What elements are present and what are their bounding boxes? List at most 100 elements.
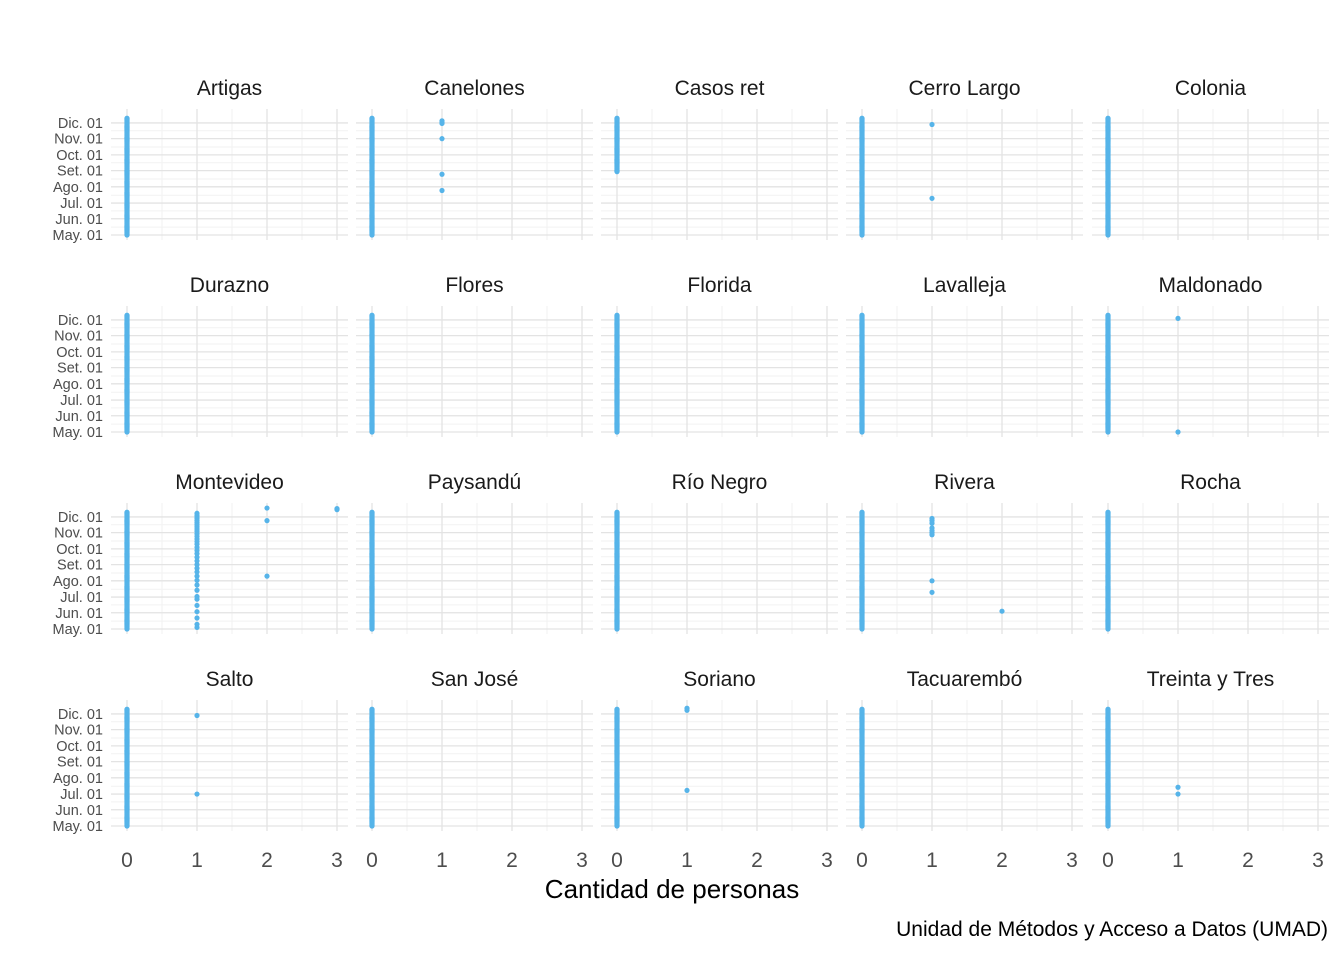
data-point xyxy=(929,589,935,595)
facet-title: Río Negro xyxy=(672,471,768,494)
data-point xyxy=(194,596,200,602)
data-point xyxy=(859,115,865,121)
y-tick-label: Ago. 01 xyxy=(53,771,103,787)
data-point xyxy=(1105,115,1111,121)
y-tick-label: Jul. 01 xyxy=(60,590,103,606)
data-point xyxy=(194,791,200,797)
data-point xyxy=(614,312,620,318)
data-point xyxy=(684,787,690,793)
data-point xyxy=(194,624,200,631)
data-point xyxy=(929,578,935,584)
data-point xyxy=(1105,706,1111,712)
facet-panel: Rivera xyxy=(846,471,1083,634)
data-point xyxy=(859,509,865,515)
data-point xyxy=(1175,315,1181,321)
data-point xyxy=(194,615,200,621)
data-point xyxy=(264,505,270,511)
x-tick-label: 3 xyxy=(576,849,588,872)
data-point xyxy=(369,706,375,712)
y-tick-label: Oct. 01 xyxy=(56,148,103,164)
facet-panel: Canelones xyxy=(356,77,593,240)
y-tick-label: Nov. 01 xyxy=(54,526,103,542)
data-point xyxy=(264,518,270,524)
facet-title: Casos ret xyxy=(675,77,765,100)
y-tick-label: Set. 01 xyxy=(57,164,103,180)
y-tick-label: Ago. 01 xyxy=(53,574,103,590)
facet-title: Rivera xyxy=(934,471,995,494)
facet-panel: Río Negro xyxy=(601,471,838,634)
data-point xyxy=(1175,784,1181,790)
data-point xyxy=(194,712,200,719)
facet-title: Paysandú xyxy=(428,471,521,494)
facet-title: Montevideo xyxy=(175,471,284,494)
x-tick-label: 2 xyxy=(1242,849,1254,872)
y-tick-label: Set. 01 xyxy=(57,361,103,377)
y-tick-label: Jul. 01 xyxy=(60,196,103,212)
data-point xyxy=(369,509,375,515)
data-point xyxy=(1175,429,1181,435)
facet-panel: Flores xyxy=(356,274,593,437)
x-axis-title: Cantidad de personas xyxy=(544,874,800,904)
data-point xyxy=(859,706,865,712)
x-tick-label: 3 xyxy=(821,849,833,872)
data-point xyxy=(369,312,375,318)
x-tick-label: 2 xyxy=(506,849,518,872)
data-point xyxy=(334,507,340,513)
y-tick-label: Dic. 01 xyxy=(58,707,103,723)
y-tick-label: Jun. 01 xyxy=(55,606,103,622)
x-tick-label: 1 xyxy=(191,849,203,872)
data-point xyxy=(929,121,935,128)
data-point xyxy=(1105,312,1111,318)
data-point xyxy=(194,577,200,583)
y-tick-label: Ago. 01 xyxy=(53,377,103,393)
y-tick-label: May. 01 xyxy=(52,228,103,244)
y-tick-label: Oct. 01 xyxy=(56,345,103,361)
facet-panel: Lavalleja xyxy=(846,274,1083,437)
facet-title: Rocha xyxy=(1180,471,1241,494)
data-point xyxy=(614,706,620,712)
data-point xyxy=(194,602,200,609)
facet-panel: Florida xyxy=(601,274,838,437)
facet-title: Treinta y Tres xyxy=(1147,668,1275,691)
data-point xyxy=(614,115,620,121)
facet-title: Florida xyxy=(687,274,752,297)
data-point xyxy=(439,136,445,142)
data-point xyxy=(439,171,445,177)
facet-panel: Paysandú xyxy=(356,471,593,634)
data-point xyxy=(124,509,130,515)
data-point xyxy=(439,120,445,127)
y-tick-label: Dic. 01 xyxy=(58,313,103,329)
x-tick-label: 0 xyxy=(856,849,868,872)
chart-caption: Unidad de Métodos y Acceso a Datos (UMAD… xyxy=(896,918,1328,941)
facet-title: Artigas xyxy=(197,77,262,100)
data-point xyxy=(929,532,935,538)
facet-panel: Maldonado xyxy=(1092,274,1329,437)
x-tick-label: 1 xyxy=(681,849,693,872)
x-tick-label: 0 xyxy=(611,849,623,872)
facet-panel: Colonia xyxy=(1092,77,1329,240)
facet-title: San José xyxy=(431,668,519,691)
data-point xyxy=(124,706,130,712)
data-point xyxy=(194,587,200,593)
facet-title: Durazno xyxy=(190,274,269,297)
x-tick-label: 1 xyxy=(1172,849,1184,872)
data-point xyxy=(264,573,270,579)
data-point xyxy=(194,609,200,615)
y-tick-label: May. 01 xyxy=(52,622,103,638)
data-point xyxy=(1105,509,1111,515)
facet-title: Lavalleja xyxy=(923,274,1006,297)
facet-title: Soriano xyxy=(683,668,755,691)
x-tick-label: 3 xyxy=(331,849,343,872)
x-tick-label: 2 xyxy=(261,849,273,872)
data-point xyxy=(684,707,690,713)
facet-title: Salto xyxy=(206,668,254,691)
y-tick-label: Set. 01 xyxy=(57,755,103,771)
x-tick-label: 3 xyxy=(1066,849,1078,872)
x-tick-label: 0 xyxy=(366,849,378,872)
data-point xyxy=(614,509,620,515)
facet-title: Flores xyxy=(445,274,503,297)
